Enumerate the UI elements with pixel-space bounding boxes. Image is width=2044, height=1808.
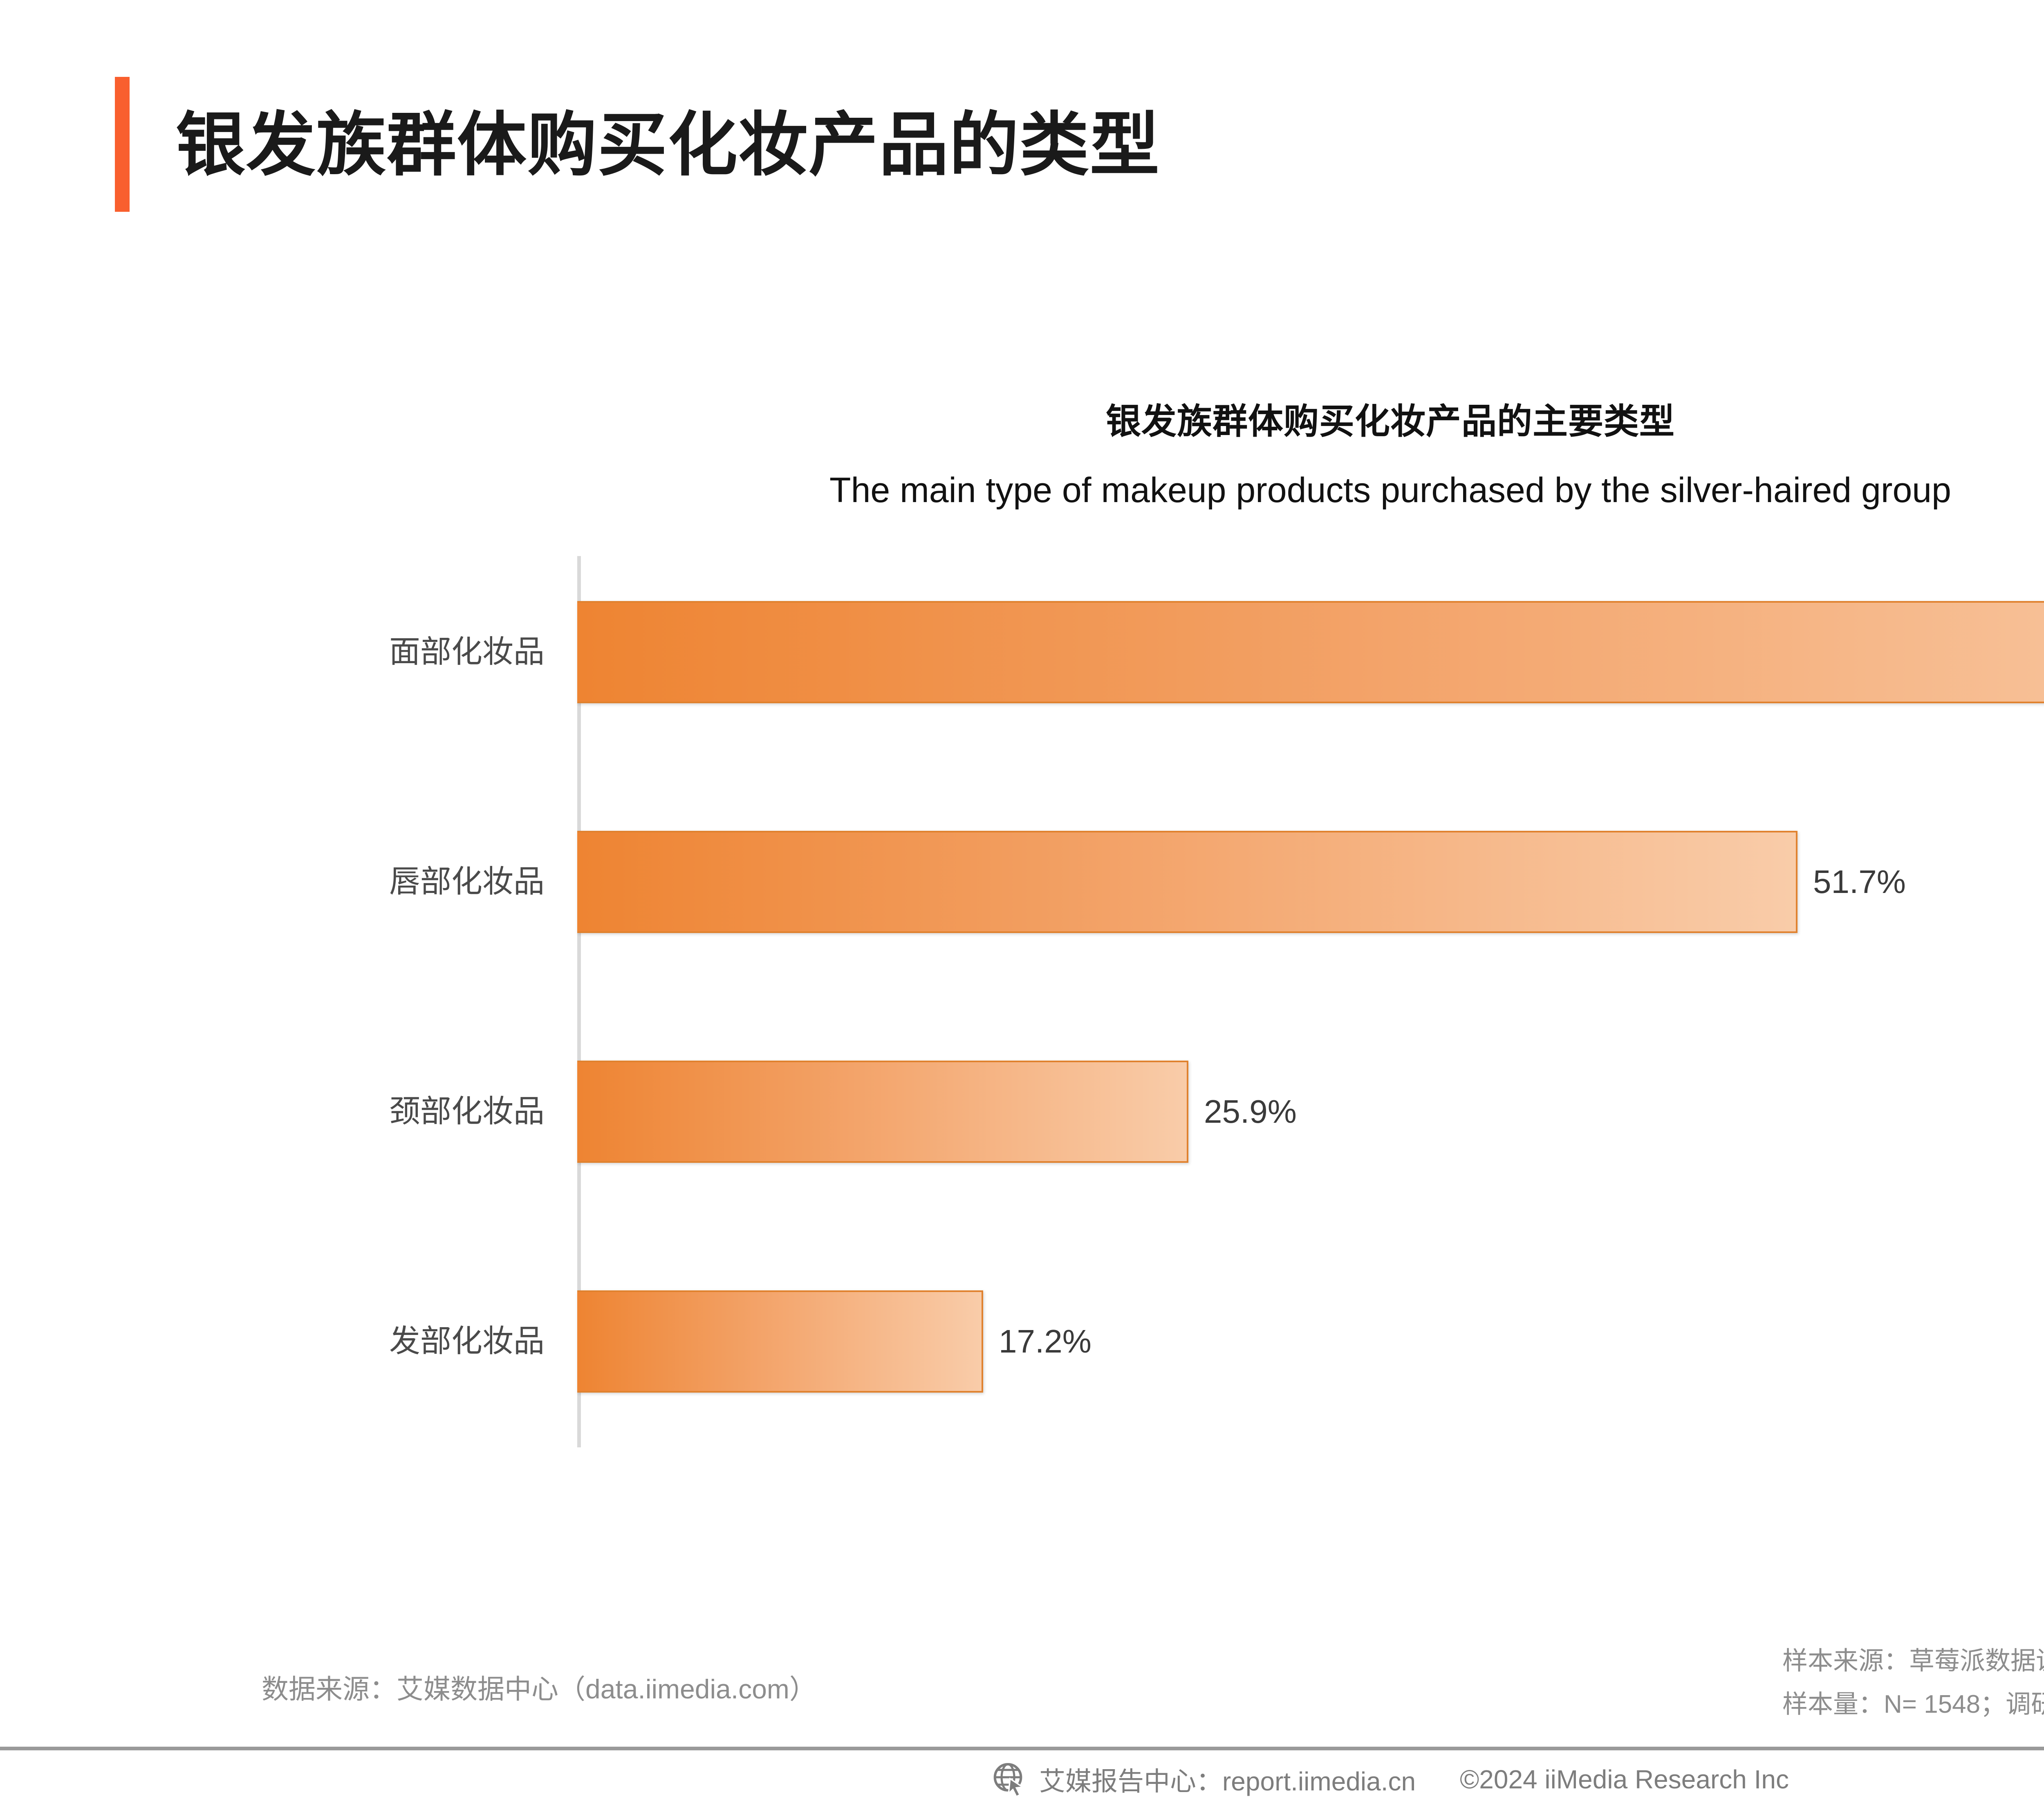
- page-title: 银发族群体购买化妆产品的类型: [176, 106, 1161, 184]
- y-axis-line: [577, 556, 581, 1447]
- bar-row: 颈部化妆品 25.9%: [389, 1061, 1297, 1163]
- page-header: 银发族群体购买化妆产品的类型 艾 艾媒咨询 iiMedia Research: [0, 0, 2044, 229]
- sample-note: 样本来源：草莓派数据调查与计算系统（survey.iimedia.cn） 样本量…: [1782, 1640, 2044, 1726]
- bar: [577, 601, 2044, 703]
- bar-row: 发部化妆品 17.2%: [389, 1290, 1091, 1393]
- bar-value-label: 17.2%: [999, 1323, 1091, 1359]
- footer-divider: [0, 1747, 2044, 1750]
- bar-value-label: 25.9%: [1204, 1093, 1297, 1130]
- plot-area: 面部化妆品75.0% 唇部化妆品 51.7% 颈部化妆品 25.9% 发部化妆品 17.2%: [389, 556, 2044, 1447]
- bar-value-label: 51.7%: [1813, 864, 1906, 900]
- sample-size-line: 样本量：N= 1548；调研时间：2024年5月；本题为多选题: [1782, 1690, 2044, 1718]
- footer-bar: 艾媒报告中心：report.iimedia.cn ©2024 iiMedia R…: [0, 1750, 2044, 1808]
- title-accent-bar: [115, 77, 130, 212]
- bar: [577, 831, 1797, 933]
- chart-subtitle: The main type of makeup products purchas…: [829, 471, 1951, 510]
- sample-source-line: 样本来源：草莓派数据调查与计算系统（survey.iimedia.cn）: [1782, 1647, 2044, 1675]
- category-label: 面部化妆品: [389, 635, 545, 669]
- data-source-note: 数据来源：艾媒数据中心（data.iimedia.com）: [262, 1674, 816, 1704]
- bar: [577, 1061, 1188, 1163]
- globe-cursor-icon: [993, 1763, 1025, 1797]
- category-label: 颈部化妆品: [389, 1094, 545, 1129]
- bar: [577, 1290, 983, 1393]
- bar-row: 唇部化妆品 51.7%: [389, 831, 1906, 933]
- category-label: 唇部化妆品: [389, 864, 545, 899]
- copyright-text: ©2024 iiMedia Research Inc: [1460, 1764, 1789, 1794]
- bar-row: 面部化妆品75.0%: [389, 601, 2044, 703]
- report-center-text: 艾媒报告中心：report.iimedia.cn: [1039, 1766, 1416, 1796]
- chart-title: 银发族群体购买化妆产品的主要类型: [1106, 402, 1675, 441]
- category-label: 发部化妆品: [389, 1324, 545, 1359]
- chart-block: 银发族群体购买化妆产品的主要类型 The main type of makeup…: [0, 393, 2044, 1496]
